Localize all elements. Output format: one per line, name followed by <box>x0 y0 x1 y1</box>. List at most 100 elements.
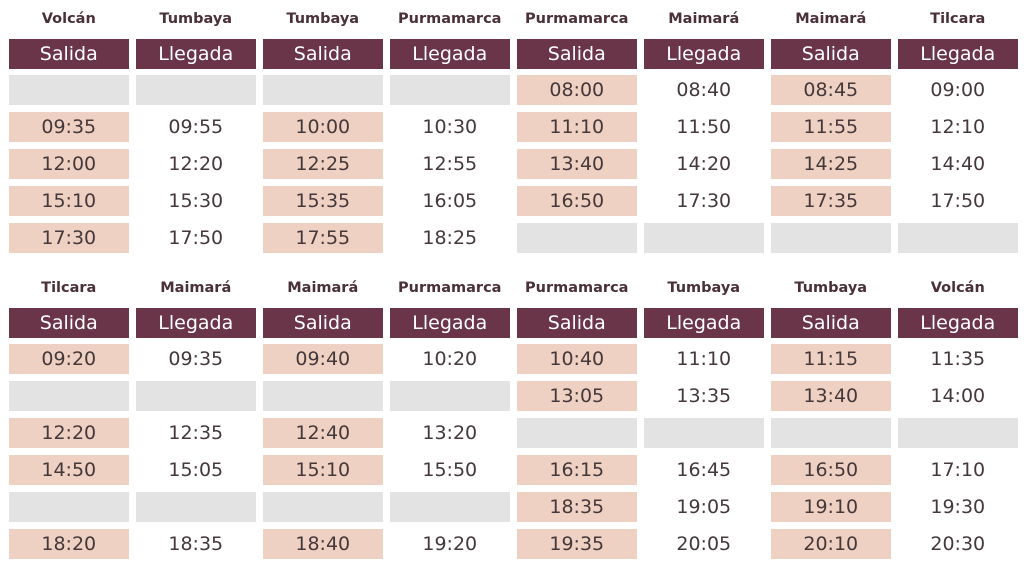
departure-header: Salida <box>9 308 129 338</box>
arrival-header: Llegada <box>136 39 256 69</box>
departure-header: Salida <box>263 39 383 69</box>
departure-header: Salida <box>771 39 891 69</box>
arrival-time: 15:50 <box>390 455 510 485</box>
departure-time: 17:55 <box>263 223 383 253</box>
departure-time: 18:40 <box>263 529 383 559</box>
station-name: Purmamarca <box>525 11 629 27</box>
empty-time-cell <box>390 492 510 522</box>
arrival-time: 12:55 <box>390 149 510 179</box>
empty-time-cell <box>898 223 1018 253</box>
empty-time-cell <box>136 381 256 411</box>
arrival-time: 12:10 <box>898 112 1018 142</box>
timetable-column: Tumbaya Llegada 11:10 13:35 16:45 19:05 20:05 <box>644 276 764 559</box>
station-name: Tumbaya <box>794 280 868 296</box>
return-timetable: Tilcara Salida 09:20 12:20 14:50 18:20 Maimará… <box>9 276 1018 559</box>
arrival-time: 17:10 <box>898 455 1018 485</box>
departure-time: 17:35 <box>771 186 891 216</box>
station-name: Tumbaya <box>667 280 741 296</box>
arrival-time: 11:50 <box>644 112 764 142</box>
empty-time-cell <box>9 75 129 105</box>
timetable-column: Purmamarca Llegada 10:30 12:55 16:05 18:25 <box>390 7 510 253</box>
departure-time: 14:25 <box>771 149 891 179</box>
empty-time-cell <box>263 75 383 105</box>
arrival-time: 14:40 <box>898 149 1018 179</box>
timetable-column: Volcán Llegada 11:35 14:00 17:10 19:30 20:30 <box>898 276 1018 559</box>
arrival-header: Llegada <box>136 308 256 338</box>
departure-time: 13:40 <box>771 381 891 411</box>
timetable-column: Maimará Llegada 09:35 12:35 15:05 18:35 <box>136 276 256 559</box>
arrival-time: 11:10 <box>644 344 764 374</box>
departure-time: 08:00 <box>517 75 637 105</box>
empty-time-cell <box>517 223 637 253</box>
arrival-time: 13:20 <box>390 418 510 448</box>
departure-time: 12:25 <box>263 149 383 179</box>
arrival-time: 20:05 <box>644 529 764 559</box>
arrival-time: 18:35 <box>136 529 256 559</box>
departure-time: 19:10 <box>771 492 891 522</box>
departure-time: 10:00 <box>263 112 383 142</box>
timetable-column: Purmamarca Llegada 10:20 13:20 15:50 19:20 <box>390 276 510 559</box>
timetable-column: Maimará Salida 09:40 12:40 15:10 18:40 <box>263 276 383 559</box>
empty-time-cell <box>644 223 764 253</box>
departure-header: Salida <box>771 308 891 338</box>
station-name: Purmamarca <box>398 280 502 296</box>
arrival-time: 19:05 <box>644 492 764 522</box>
empty-time-cell <box>136 492 256 522</box>
timetable-column: Tumbaya Salida 11:15 13:40 16:50 19:10 20:10 <box>771 276 891 559</box>
departure-time: 20:10 <box>771 529 891 559</box>
arrival-time: 16:45 <box>644 455 764 485</box>
departure-time: 18:35 <box>517 492 637 522</box>
empty-time-cell <box>390 381 510 411</box>
arrival-time: 15:05 <box>136 455 256 485</box>
arrival-header: Llegada <box>390 39 510 69</box>
departure-time: 12:20 <box>9 418 129 448</box>
departure-header: Salida <box>517 308 637 338</box>
arrival-time: 14:00 <box>898 381 1018 411</box>
departure-time: 16:50 <box>517 186 637 216</box>
station-name: Maimará <box>668 11 740 27</box>
departure-time: 13:05 <box>517 381 637 411</box>
timetable-column: Purmamarca Salida 10:40 13:05 16:15 18:35 19:3… <box>517 276 637 559</box>
empty-time-cell <box>9 492 129 522</box>
departure-time: 09:20 <box>9 344 129 374</box>
departure-time: 19:35 <box>517 529 637 559</box>
empty-time-cell <box>390 75 510 105</box>
departure-time: 13:40 <box>517 149 637 179</box>
station-name: Volcán <box>930 280 985 296</box>
arrival-time: 19:20 <box>390 529 510 559</box>
departure-time: 09:35 <box>9 112 129 142</box>
timetable-column: Tilcara Salida 09:20 12:20 14:50 18:20 <box>9 276 129 559</box>
departure-time: 08:45 <box>771 75 891 105</box>
departure-header: Salida <box>263 308 383 338</box>
arrival-time: 10:30 <box>390 112 510 142</box>
arrival-time: 12:35 <box>136 418 256 448</box>
empty-time-cell <box>136 75 256 105</box>
timetable-column: Maimará Llegada 08:40 11:50 14:20 17:30 <box>644 7 764 253</box>
station-name: Tumbaya <box>159 11 233 27</box>
arrival-time: 09:55 <box>136 112 256 142</box>
departure-time: 17:30 <box>9 223 129 253</box>
arrival-time: 08:40 <box>644 75 764 105</box>
arrival-header: Llegada <box>898 39 1018 69</box>
departure-time: 16:15 <box>517 455 637 485</box>
station-name: Purmamarca <box>525 280 629 296</box>
empty-time-cell <box>9 381 129 411</box>
departure-time: 12:00 <box>9 149 129 179</box>
arrival-time: 18:25 <box>390 223 510 253</box>
station-name: Maimará <box>287 280 359 296</box>
departure-time: 15:10 <box>263 455 383 485</box>
arrival-time: 17:30 <box>644 186 764 216</box>
departure-time: 18:20 <box>9 529 129 559</box>
departure-time: 14:50 <box>9 455 129 485</box>
departure-time: 15:10 <box>9 186 129 216</box>
departure-time: 12:40 <box>263 418 383 448</box>
arrival-time: 09:00 <box>898 75 1018 105</box>
timetable-column: Purmamarca Salida 08:00 11:10 13:40 16:50 <box>517 7 637 253</box>
timetable-column: Tumbaya Llegada 09:55 12:20 15:30 17:50 <box>136 7 256 253</box>
departure-time: 15:35 <box>263 186 383 216</box>
station-name: Tumbaya <box>286 11 360 27</box>
departure-time: 16:50 <box>771 455 891 485</box>
departure-time: 11:55 <box>771 112 891 142</box>
arrival-header: Llegada <box>644 308 764 338</box>
